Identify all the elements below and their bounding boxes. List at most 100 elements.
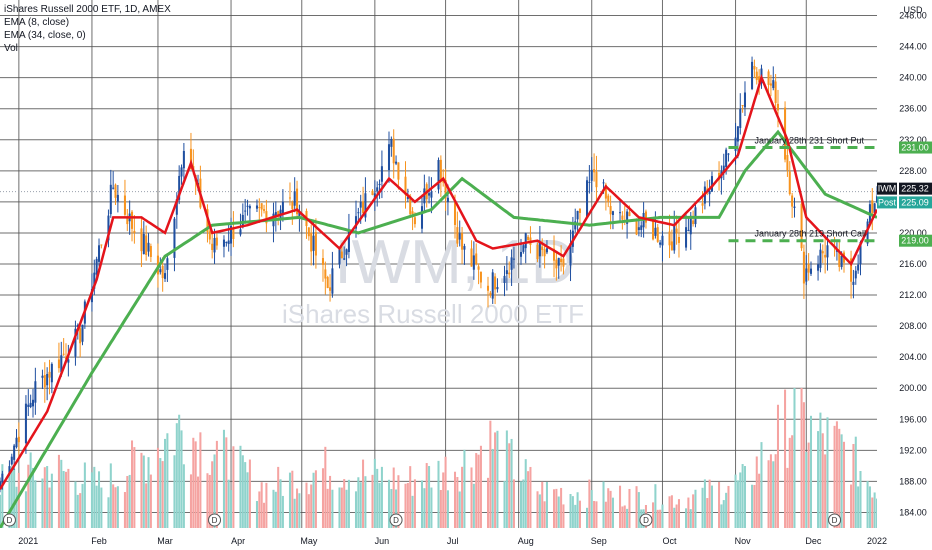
candle-body [553,248,556,261]
volume-bar [772,461,775,528]
volume-bar [541,481,544,528]
dividend-marker [639,513,653,527]
volume-bar [376,468,379,528]
volume-bar [31,467,35,528]
volume-bar [739,472,742,528]
volume-bar [444,456,447,528]
candle-body [446,197,449,203]
dividend-marker-label: D [393,516,399,525]
volume-bar [1,464,4,528]
volume-bar [57,454,60,528]
candle-body [31,399,35,407]
price-tick: 220.00 [899,228,927,238]
price-tag-value-bg [899,234,932,247]
volume-bar [397,475,400,528]
volume-bar [326,488,329,528]
volume-bar [741,464,744,528]
candle-body [291,202,294,210]
candle-body [364,193,367,218]
volume-bar [0,494,2,528]
watermark-symbol: IWM, 1D [334,228,575,297]
volume-bar [64,471,68,528]
candle-body [543,249,546,257]
volume-bar [852,443,855,528]
volume-bar [578,500,581,528]
volume-bar [182,464,185,528]
candle-body [321,258,324,265]
candle-body [74,328,77,357]
candle-body [0,481,2,490]
volume-bar [222,429,225,528]
candle-body [246,205,249,207]
candle-body [180,167,183,177]
volume-bar [793,388,796,528]
candle-body [562,258,565,267]
volume-bar [428,466,431,528]
candle-body [159,269,162,273]
volume-bar [140,452,143,528]
volume-bar [345,489,348,528]
volume-bar [413,479,416,528]
price-tick: 212.00 [899,290,927,300]
candle-body [791,195,794,207]
volume-bar [611,497,614,528]
candle-body [840,256,843,268]
volume-bar [807,442,810,528]
volume-bar [470,467,473,528]
time-tick: Jul [447,536,459,546]
price-tick: 192.00 [899,445,927,455]
volume-bar [722,500,725,528]
volume-bar [623,505,626,528]
candle-body [67,359,70,363]
time-axis[interactable]: 2021 Feb Mar Apr May Jun Jul Aug Sep Oct Nov Dec 202… [0,528,932,550]
volume-bar [826,417,829,528]
volume-bar [279,479,282,528]
price-tag-value-bg [899,141,932,154]
candle-body [133,230,136,233]
volume-bar [93,466,96,528]
volume-bar [458,491,461,528]
volume-bar [524,459,527,528]
candle-body [27,404,30,407]
candle-body [211,243,214,250]
volume-bar [62,470,65,528]
volume-bar [263,502,266,528]
volume-bar [701,487,704,528]
volume-bar [529,466,532,528]
candle-body [378,183,381,186]
volume-bar [809,415,813,528]
dividend-marker-label: D [7,516,13,525]
price-tag-value: 219.00 [901,236,929,246]
volume-bar [331,489,334,528]
volume-bar [95,485,98,528]
volume-bar [15,486,18,528]
candle-body [359,202,362,208]
volume-bar [359,482,362,528]
volume-bar [708,479,711,528]
candle-body [362,201,365,214]
price-tick: 188.00 [899,476,927,486]
candle-body [527,236,530,241]
volume-bar [776,404,780,528]
volume-bar [673,507,676,528]
volume-bar [442,472,445,528]
volume-bar [305,482,308,528]
volume-bar [293,498,296,528]
candle-body [475,253,478,265]
time-tick: Sep [591,536,607,546]
candle-body [545,248,548,253]
candle-body [611,211,614,215]
volume-bar [430,487,433,528]
candle-body [854,270,857,279]
candle-body [477,266,480,270]
volume-bar [833,425,836,528]
volume-bar [819,412,822,528]
volume-bar [635,486,638,528]
volume-bar [329,475,332,528]
volume-bar [404,483,407,528]
volume-bar [194,441,197,528]
dividend-marker-label: D [832,516,838,525]
candle-body [116,194,119,202]
